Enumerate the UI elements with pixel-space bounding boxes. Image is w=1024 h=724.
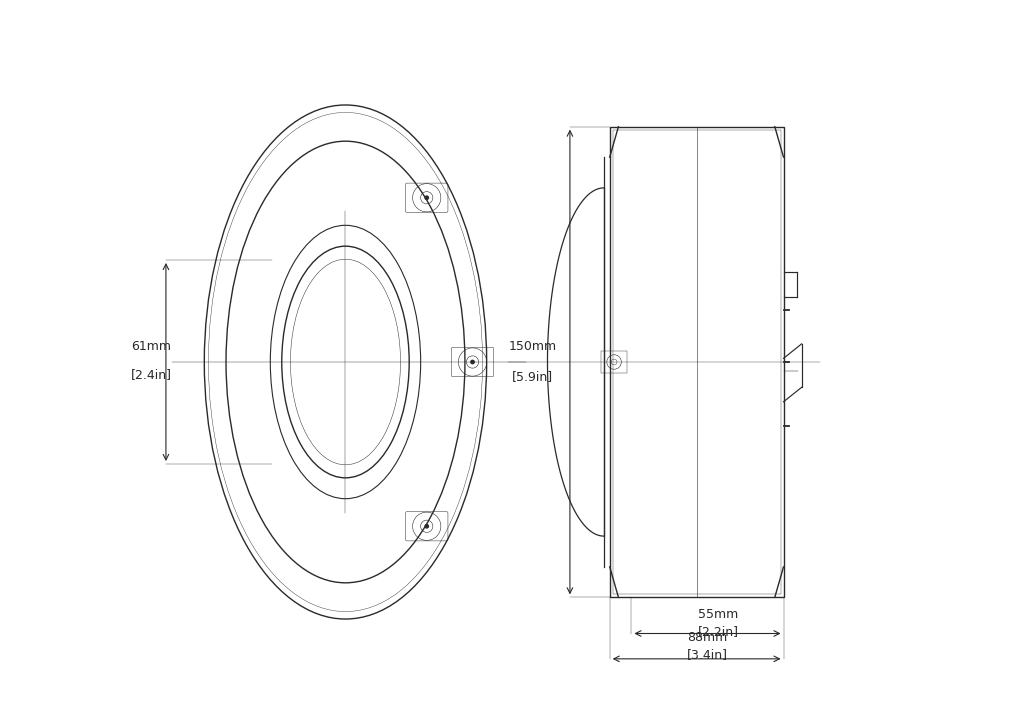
- Text: 150mm: 150mm: [508, 340, 556, 353]
- Text: 55mm: 55mm: [698, 608, 738, 621]
- Text: [3.4in]: [3.4in]: [687, 648, 728, 661]
- Text: [5.9in]: [5.9in]: [512, 370, 553, 383]
- Bar: [601, 351, 627, 373]
- Circle shape: [471, 361, 474, 363]
- Text: 61mm: 61mm: [131, 340, 171, 353]
- Bar: [609, 127, 783, 597]
- Bar: [612, 130, 780, 594]
- Circle shape: [425, 525, 428, 528]
- Text: [2.4in]: [2.4in]: [131, 368, 172, 381]
- Text: [2.2in]: [2.2in]: [697, 625, 739, 638]
- Text: 88mm: 88mm: [687, 631, 728, 644]
- Circle shape: [425, 196, 428, 199]
